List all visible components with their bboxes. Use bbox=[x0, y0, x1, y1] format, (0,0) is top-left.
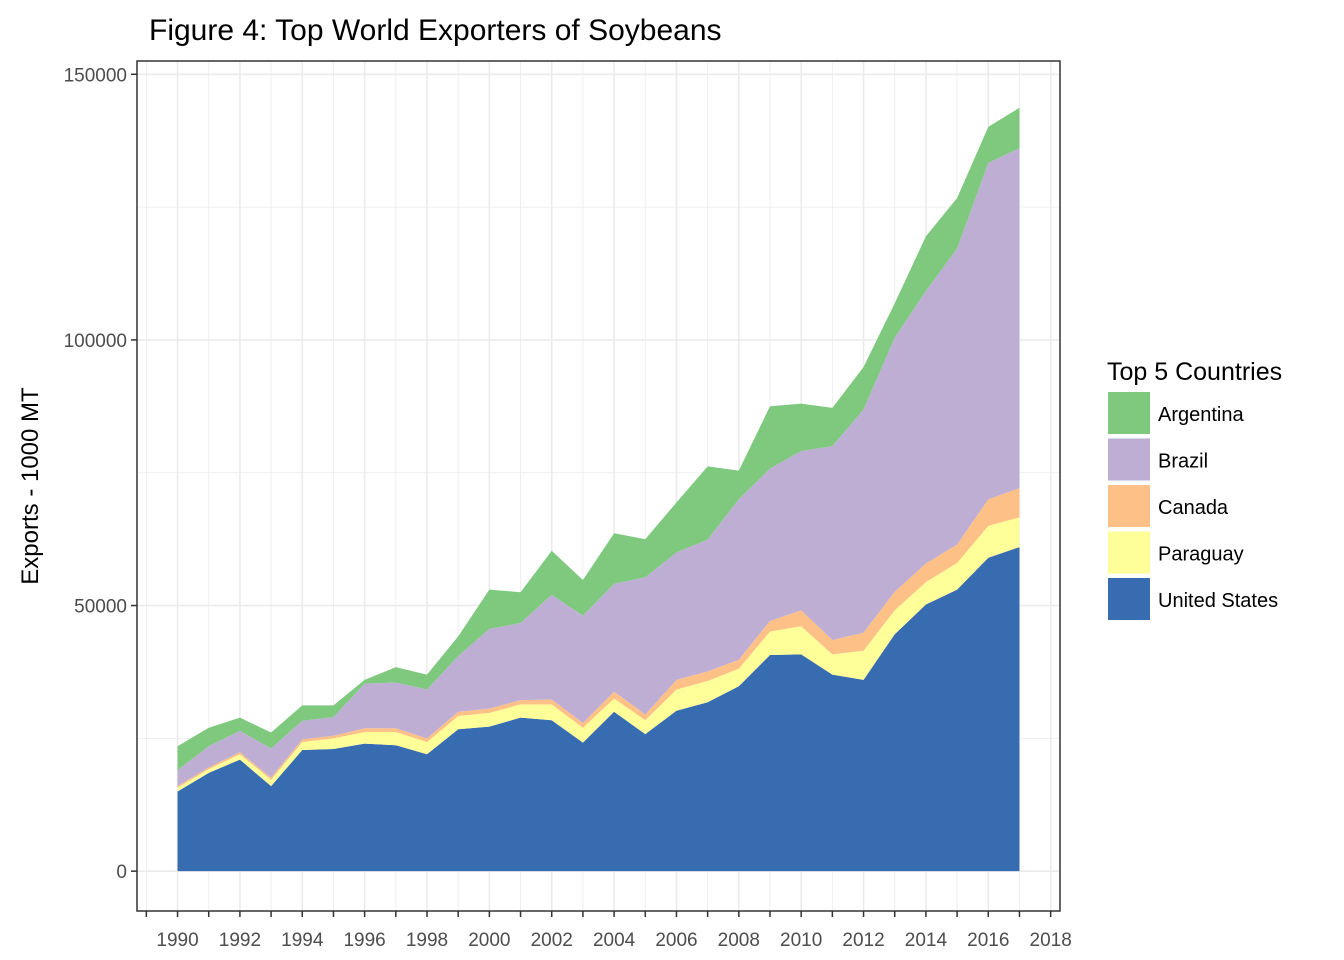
x-tick-label: 2016 bbox=[967, 930, 1009, 951]
legend-label-united-states: United States bbox=[1158, 590, 1278, 612]
y-tick-label: 150000 bbox=[64, 65, 127, 86]
x-tick-label: 2004 bbox=[593, 930, 636, 951]
legend-label-paraguay: Paraguay bbox=[1158, 544, 1244, 566]
legend-label-brazil: Brazil bbox=[1158, 451, 1208, 473]
legend-swatch-brazil bbox=[1108, 438, 1150, 481]
y-tick-label: 100000 bbox=[64, 331, 127, 352]
legend-label-canada: Canada bbox=[1158, 497, 1229, 519]
legend-swatch-united-states bbox=[1108, 578, 1150, 620]
area-paraguay bbox=[177, 517, 1020, 792]
legend-title: Top 5 Countries bbox=[1107, 358, 1282, 386]
y-tick-label: 0 bbox=[116, 862, 127, 883]
legend-swatch-argentina bbox=[1108, 392, 1150, 434]
legend-swatch-canada bbox=[1108, 485, 1150, 527]
x-tick-label: 2010 bbox=[780, 930, 822, 951]
x-tick-label: 2008 bbox=[718, 930, 760, 951]
x-tick-label: 1990 bbox=[156, 930, 198, 951]
area-brazil bbox=[177, 148, 1020, 787]
legend-label-argentina: Argentina bbox=[1158, 404, 1244, 426]
x-tick-label: 1994 bbox=[281, 930, 324, 951]
legend-swatch-paraguay bbox=[1108, 531, 1150, 574]
x-tick-label: 1998 bbox=[406, 930, 448, 951]
y-tick-label: 50000 bbox=[74, 597, 127, 618]
x-tick-label: 2000 bbox=[468, 930, 510, 951]
area-united-states bbox=[177, 547, 1020, 872]
area-series-group bbox=[177, 107, 1020, 872]
x-tick-label: 1992 bbox=[219, 930, 261, 951]
x-tick-label: 1996 bbox=[343, 930, 385, 951]
legend: Top 5 Countries Argentina Brazil Canada Par… bbox=[1107, 358, 1282, 620]
area-canada bbox=[177, 488, 1020, 788]
y-axis-title: Exports - 1000 MT bbox=[17, 387, 44, 585]
x-tick-label: 2002 bbox=[531, 930, 573, 951]
axes: 0 50000 100000 150000 1990 1992 1994 1996 1998 20… bbox=[64, 65, 1072, 951]
x-tick-label: 2006 bbox=[655, 930, 697, 951]
chart-title: Figure 4: Top World Exporters of Soybean… bbox=[149, 14, 722, 47]
x-tick-label: 2012 bbox=[842, 930, 884, 951]
plot-border bbox=[136, 60, 1061, 912]
x-tick-label: 2014 bbox=[905, 930, 948, 951]
x-tick-label: 2018 bbox=[1030, 930, 1072, 951]
